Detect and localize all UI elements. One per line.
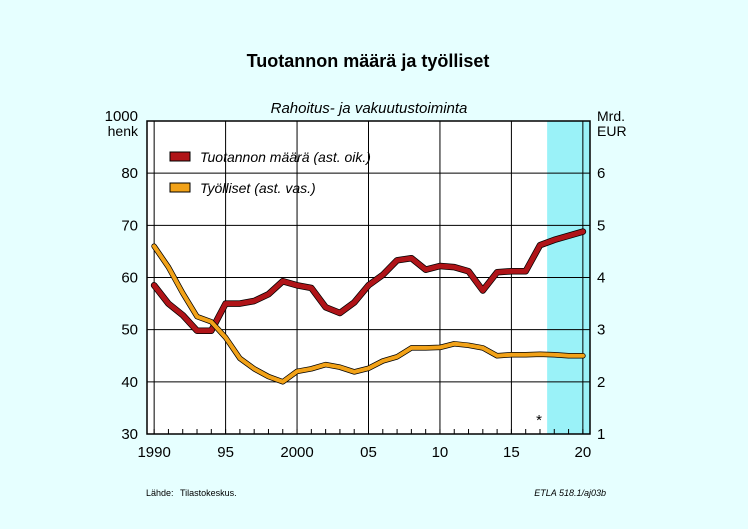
forecast-marker: * [536,412,542,429]
left-tick-label: 70 [121,217,138,234]
x-tick-label: 1990 [137,444,170,461]
right-tick-label: 1 [597,426,605,443]
source-value: Tilastokeskus. [180,488,237,498]
series-line-employment [152,244,585,384]
left-tick-label: 40 [121,374,138,391]
axes: 1990 95 2000 05 10 15 20 30 40 50 60 70 80 1 2 3 4 5 6 [121,120,605,461]
legend: Tuotannon määrä (ast. oik.) Työlliset (a… [169,149,371,196]
x-tick-label: 05 [360,444,377,461]
x-tick-label: 10 [432,444,449,461]
legend-label-production: Tuotannon määrä (ast. oik.) [200,149,371,165]
chart-code: ETLA 518.1/aj03b [534,488,606,498]
chart-title: Tuotannon määrä ja työlliset [247,51,490,71]
left-tick-label: 30 [121,426,138,443]
x-tick-label: 15 [503,444,520,461]
x-tick-label: 2000 [280,444,313,461]
left-tick-label: 50 [121,322,138,339]
chart-subtitle: Rahoitus- ja vakuutustoiminta [271,100,468,117]
left-axis-unit-line2: henk [108,123,139,139]
left-axis-unit-line1: 1000 [105,108,138,125]
left-tick-label: 60 [121,270,138,287]
right-tick-label: 4 [597,270,605,287]
legend-label-employment: Työlliset (ast. vas.) [200,180,316,196]
right-tick-label: 3 [597,322,605,339]
x-tick-label: 20 [575,444,592,461]
legend-swatch-employment [169,182,191,193]
right-axis-unit-line1: Mrd. [597,108,625,124]
x-tick-label: 95 [217,444,234,461]
right-axis-unit-line2: EUR [597,123,627,139]
series-line-production [151,229,586,334]
source-label: Lähde: [146,488,174,498]
legend-swatch-production [169,151,191,162]
right-tick-label: 2 [597,374,605,391]
left-tick-label: 80 [121,165,138,182]
plot-area [147,121,590,434]
right-tick-label: 5 [597,217,605,234]
right-tick-label: 6 [597,165,605,182]
